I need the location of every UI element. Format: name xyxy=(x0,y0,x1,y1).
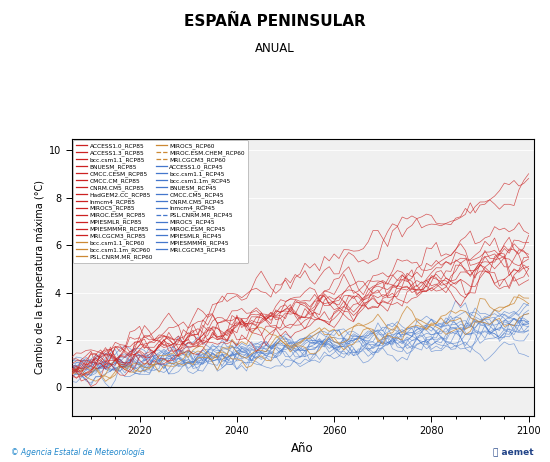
Text: © Agencia Estatal de Meteorología: © Agencia Estatal de Meteorología xyxy=(11,449,145,457)
Legend: ACCESS1.0_RCP85, ACCESS1.3_RCP85, bcc.csm1.1_RCP85, BNUESM_RCP85, CMCC.CESM_RCP8: ACCESS1.0_RCP85, ACCESS1.3_RCP85, bcc.cs… xyxy=(73,140,248,263)
X-axis label: Año: Año xyxy=(291,442,314,455)
Y-axis label: Cambio de la temperatura máxima (°C): Cambio de la temperatura máxima (°C) xyxy=(34,180,45,374)
Text: ESPAÑA PENINSULAR: ESPAÑA PENINSULAR xyxy=(184,14,366,29)
Text: ANUAL: ANUAL xyxy=(255,42,295,55)
Text: Ⓡ aemet: Ⓡ aemet xyxy=(493,449,534,457)
